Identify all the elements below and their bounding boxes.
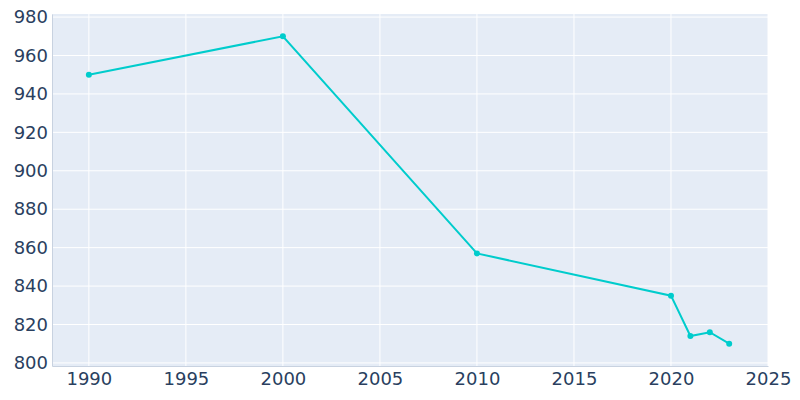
tick-label: 1990 [66,368,112,389]
point [86,72,92,78]
grid-line-x [185,14,186,366]
grid-line-y [52,286,768,287]
tick-label: 2020 [649,368,695,389]
grid-line-x [379,14,380,366]
tick-label: 960 [14,45,48,66]
tick-label: 920 [14,122,48,143]
tick: 1995 [163,366,209,389]
tick-label: 860 [14,237,48,258]
tick: 980 [14,6,52,27]
tick: 840 [14,275,52,296]
plot-background [52,14,768,366]
tick-label: 900 [14,160,48,181]
tick: 2025 [746,366,792,389]
tick: 2005 [358,366,404,389]
tick-label: 2010 [455,368,501,389]
grid [52,14,768,366]
tick: 820 [14,314,52,335]
tick: 860 [14,237,52,258]
tick-label: 800 [14,352,48,373]
grid-line-y [52,93,768,94]
tick: 2000 [260,366,306,389]
grid-line-x [282,14,283,366]
grid-line-y [52,362,768,363]
point [280,33,286,39]
tick: 1990 [66,366,112,389]
line [89,36,729,343]
plot: 1990 1995 2000 2005 2010 2015 2020 2025 800 820 84… [14,6,792,388]
grid-line-y [52,209,768,210]
grid-line-y [52,247,768,248]
point [726,341,732,347]
point [707,329,713,335]
chart: 1990 1995 2000 2005 2010 2015 2020 2025 800 820 84… [0,0,800,400]
grid-line-y [52,17,768,18]
grid-line-y [52,132,768,133]
tick-label: 980 [14,6,48,27]
tick: 960 [14,45,52,66]
point [474,250,480,256]
grid-line-x [573,14,574,366]
tick: 880 [14,198,52,219]
tick: 2020 [649,366,695,389]
grid-line-y [52,324,768,325]
tick-label: 880 [14,198,48,219]
tick-label: 2015 [552,368,598,389]
tick: 800 [14,352,52,373]
y-axis: 800 820 840 860 880 900 920 940 960 980 [14,6,53,373]
tick-label: 820 [14,314,48,335]
tick-label: 1995 [163,368,209,389]
grid-line-x [476,14,477,366]
tick: 2015 [552,366,598,389]
axis-line [52,15,53,367]
tick: 900 [14,160,52,181]
point [668,293,674,299]
tick: 940 [14,83,52,104]
grid-line-y [52,55,768,56]
tick-label: 840 [14,275,48,296]
data-layer [86,33,732,346]
tick-label: 2025 [746,368,792,389]
tick-label: 940 [14,83,48,104]
grid-line-x [88,14,89,366]
grid-line-x [670,14,671,366]
tick: 2010 [455,366,501,389]
grid-line-x [768,14,769,366]
x-axis: 1990 1995 2000 2005 2010 2015 2020 2025 [53,366,792,389]
tick: 920 [14,122,52,143]
tick-label: 2005 [358,368,404,389]
grid-line-y [52,170,768,171]
tick-label: 2000 [260,368,306,389]
point [687,333,693,339]
